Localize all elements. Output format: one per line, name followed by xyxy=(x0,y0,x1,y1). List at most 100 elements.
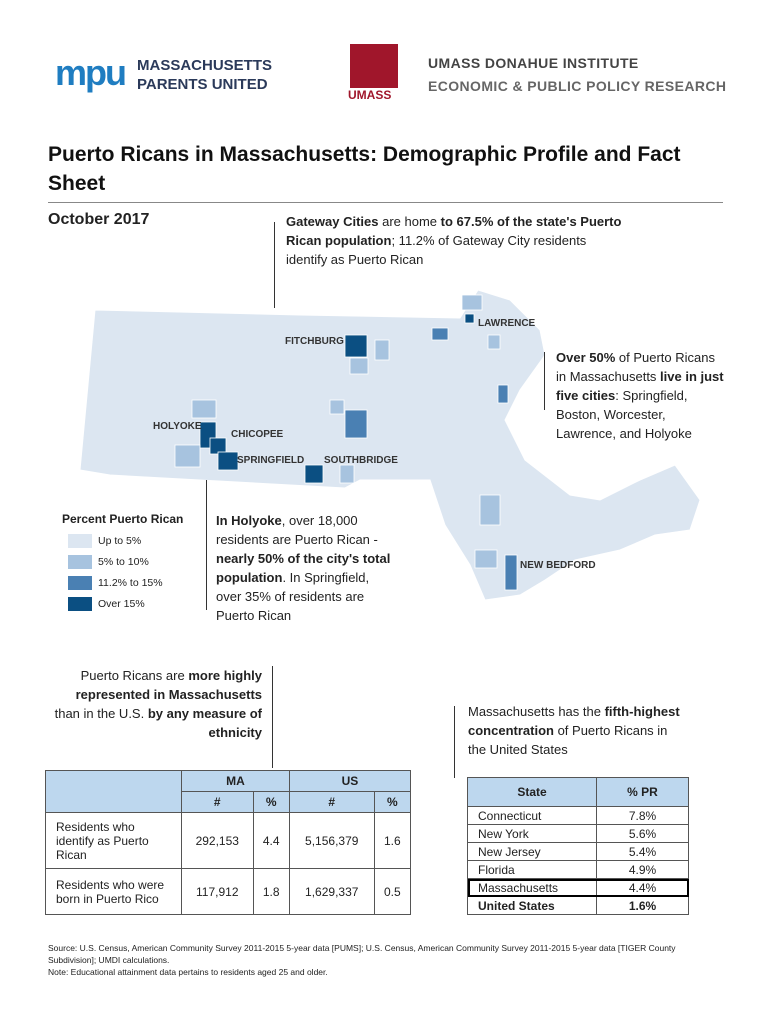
umass-line: ECONOMIC & PUBLIC POLICY RESEARCH xyxy=(428,78,727,94)
legend-swatch xyxy=(68,596,92,611)
header-cell: % PR xyxy=(596,777,689,807)
callout-part: live in just five cities xyxy=(556,369,724,403)
callout-part: Gateway Cities xyxy=(286,214,379,229)
umass-name: UMASS DONAHUE INSTITUTE ECONOMIC & PUBLIC… xyxy=(428,52,726,98)
mpu-mark: mpu xyxy=(55,52,127,93)
rule xyxy=(48,202,723,203)
callout-part: In Holyoke xyxy=(216,513,282,528)
towns xyxy=(174,294,518,591)
umass-shield xyxy=(350,44,398,88)
town xyxy=(497,384,509,404)
callout: Over 50% of Puerto Ricans in Massachuset… xyxy=(556,348,726,443)
umass-line: UMASS DONAHUE INSTITUTE xyxy=(428,55,639,71)
callout-part: Over 50% xyxy=(556,350,616,365)
town xyxy=(487,334,501,350)
callout-part: : Springfield, Boston, Worcester, Lawren… xyxy=(556,388,692,441)
header-row: MA US xyxy=(45,770,412,813)
map-label: NEW BEDFORD xyxy=(520,560,596,571)
town xyxy=(344,409,368,439)
mpu-name: MASSACHUSETTS PARENTS UNITED xyxy=(137,56,272,94)
town xyxy=(217,451,239,471)
legend-swatch xyxy=(68,554,92,569)
legend-title: Percent Puerto Rican xyxy=(62,512,184,526)
town xyxy=(344,334,368,358)
legend-swatch xyxy=(68,575,92,590)
table-row: United States 1.6% xyxy=(467,896,689,915)
date: October 2017 xyxy=(48,211,150,228)
umass-mark: UMASS xyxy=(348,88,392,102)
callout-part: more highly represented in Massachusetts xyxy=(75,668,262,702)
map-labels: LAWRENCE FITCHBURG HOLYOKE CHICOPEE SPRI… xyxy=(153,318,596,571)
table-cell: Connecticut xyxy=(467,806,597,825)
legend-item: Up to 5% xyxy=(68,530,163,551)
legend-item: Over 15% xyxy=(68,593,163,614)
table-row: Residents who identify as Puerto Rican 29… xyxy=(45,812,412,869)
town xyxy=(461,294,483,311)
callout-part: of Puerto Ricans in the United States xyxy=(468,723,668,757)
legend-item: 5% to 10% xyxy=(68,551,163,572)
map: LAWRENCE FITCHBURG HOLYOKE CHICOPEE SPRI… xyxy=(79,289,701,601)
legend: Up to 5% 5% to 10% 11.2% to 15% Over 15% xyxy=(68,530,163,614)
table-body: Residents who identify as Puerto Rican 29… xyxy=(45,812,412,915)
footer: Source: U.S. Census, American Community … xyxy=(48,942,718,978)
callout-part: fifth-highest concentration xyxy=(468,704,680,738)
callout: In Holyoke, over 18,000 residents are Pu… xyxy=(216,511,396,625)
callout-part: . In Springfield, over 35% of residents … xyxy=(216,570,370,623)
callout-part: to 67.5% of the state's Puerto Rican pop… xyxy=(286,214,622,248)
header-cell: # xyxy=(288,791,375,813)
table-cell: 1,629,337 xyxy=(288,868,375,915)
map-label: SOUTHBRIDGE xyxy=(324,455,398,466)
table-row: Residents who were born in Puerto Rico 11… xyxy=(45,868,412,915)
legend-label: Over 15% xyxy=(98,597,145,610)
town xyxy=(174,444,201,468)
mpu-logo: mpu MASSACHUSETTS PARENTS UNITED xyxy=(55,42,290,112)
header-cell: # xyxy=(181,791,254,813)
mpu-line: PARENTS UNITED xyxy=(137,76,268,93)
callout-part: than in the U.S. xyxy=(54,706,148,721)
town xyxy=(349,357,369,375)
table-cell: Florida xyxy=(467,860,597,879)
callout-part: of Puerto Ricans in Massachusetts xyxy=(556,350,715,384)
table-body: Connecticut 7.8% New York 5.6% New Jersey 5.4… xyxy=(467,806,689,915)
legend-item: 11.2% to 15% xyxy=(68,572,163,593)
table-cell: 7.8% xyxy=(596,806,689,825)
town xyxy=(339,464,355,484)
map-label: SPRINGFIELD xyxy=(237,455,304,466)
source-note: Source: U.S. Census, American Community … xyxy=(48,943,676,965)
callout-part: by any measure of ethnicity xyxy=(147,706,262,740)
header-cell xyxy=(45,770,182,813)
state-table: State% PR Connecticut 7.8% New York 5.6% New… xyxy=(467,777,689,915)
table-cell: United States xyxy=(467,896,597,915)
mpu-line: MASSACHUSETTS xyxy=(137,57,273,74)
callout: Puerto Ricans are more highly represente… xyxy=(50,666,262,742)
table-cell: 292,153 xyxy=(181,812,254,869)
table-cell: New York xyxy=(467,824,597,843)
table-row: Massachusetts 4.4% xyxy=(467,878,689,897)
callout-part: Puerto Ricans are xyxy=(80,668,189,683)
leader-line xyxy=(274,222,275,308)
map-label: CHICOPEE xyxy=(231,429,284,440)
ethnicity-table: MA US #% #% Residents who identify as Puer… xyxy=(45,770,412,915)
leader-line xyxy=(206,480,207,610)
map-label: HOLYOKE xyxy=(153,421,202,432)
header-cell: State xyxy=(467,777,597,807)
table-cell: 1.6 xyxy=(373,812,412,869)
header-cell: % xyxy=(252,791,290,813)
header-cell: % xyxy=(373,791,412,813)
callout-part: , over 18,000 residents are Puerto Rican… xyxy=(216,513,378,547)
table-cell: 4.9% xyxy=(596,860,689,879)
town xyxy=(479,494,501,526)
town xyxy=(191,399,217,419)
legend-label: Up to 5% xyxy=(98,534,142,547)
table-cell: Residents who identify as Puerto Rican xyxy=(45,812,182,869)
table-cell: 5.4% xyxy=(596,842,689,861)
town xyxy=(474,549,498,569)
legend-label: 5% to 10% xyxy=(98,555,149,568)
table-row: New Jersey 5.4% xyxy=(467,842,689,861)
table-cell: Residents who were born in Puerto Rico xyxy=(45,868,182,915)
header-cell: MA xyxy=(181,770,290,792)
table-cell: New Jersey xyxy=(467,842,597,861)
town xyxy=(304,464,324,484)
